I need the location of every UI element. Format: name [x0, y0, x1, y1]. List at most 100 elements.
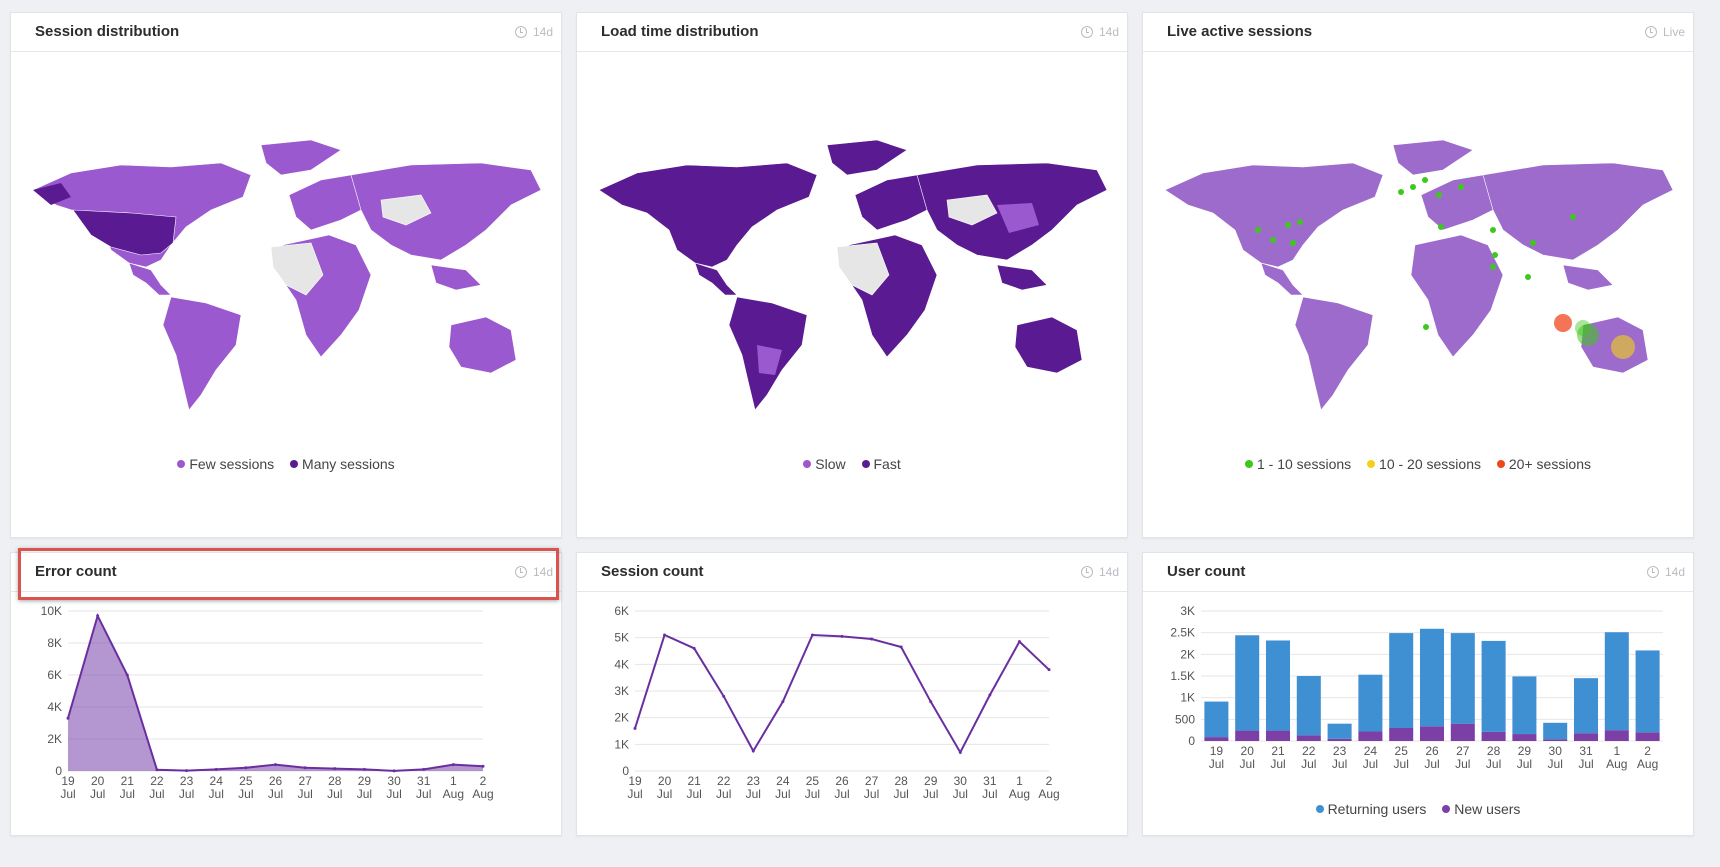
session-marker: [1438, 224, 1444, 230]
time-range-label: Live: [1662, 25, 1685, 39]
legend-label: New users: [1454, 801, 1521, 817]
data-point: [751, 749, 755, 753]
bar-new-users: [1512, 734, 1537, 741]
time-range[interactable]: 14d: [514, 553, 553, 591]
clock-icon: [1646, 566, 1659, 578]
y-tick-label: 0: [55, 764, 62, 778]
data-point: [1047, 668, 1051, 672]
x-tick-label: 25: [806, 774, 820, 788]
panel-title: User count: [1167, 563, 1246, 580]
region-north-america: [1164, 162, 1384, 268]
legend-item[interactable]: Few sessions: [177, 456, 274, 472]
time-range[interactable]: Live: [1644, 13, 1685, 51]
x-tick-label: Jul: [1424, 757, 1439, 771]
data-point: [481, 764, 485, 768]
panel-title: Error count: [35, 563, 117, 580]
bar-returning-users: [1512, 676, 1537, 735]
x-tick-label: 27: [865, 774, 879, 788]
legend-dot: [1315, 805, 1324, 813]
user-count-chart[interactable]: 05001K1.5K2K2.5K3K19Jul20Jul21Jul22Jul23…: [1143, 553, 1693, 835]
region-greenland: [260, 139, 342, 176]
x-tick-label: Jul: [238, 787, 253, 801]
data-point: [958, 750, 962, 754]
panel-title: Session distribution: [35, 23, 180, 40]
time-range[interactable]: 14d: [1646, 553, 1685, 591]
region-north-america: [598, 162, 818, 268]
y-tick-label: 0: [1188, 734, 1195, 748]
x-tick-label: Jul: [686, 787, 701, 801]
time-range[interactable]: 14d: [1080, 553, 1119, 591]
x-tick-label: Jul: [1270, 757, 1285, 771]
x-tick-label: Jul: [416, 787, 431, 801]
bar-new-users: [1204, 737, 1229, 741]
time-range[interactable]: 14d: [1080, 13, 1119, 51]
panel-title: Live active sessions: [1167, 23, 1313, 40]
x-tick-label: 29: [358, 774, 372, 788]
data-point: [663, 633, 667, 637]
x-tick-label: 24: [776, 774, 790, 788]
region-greenland: [826, 139, 908, 176]
y-tick-label: 6K: [47, 668, 62, 682]
x-tick-label: Jul: [297, 787, 312, 801]
legend-item[interactable]: Returning users: [1315, 801, 1426, 817]
x-tick-label: 2: [480, 774, 487, 788]
session-marker: [1255, 227, 1261, 233]
legend-item[interactable]: 10 - 20 sessions: [1367, 456, 1481, 472]
data-point: [929, 700, 933, 704]
region-no-data-asia: [380, 194, 432, 226]
y-tick-label: 2K: [47, 732, 62, 746]
region-central-america: [694, 262, 738, 296]
region-southeast-asia: [996, 264, 1048, 291]
world-map[interactable]: [577, 135, 1127, 435]
legend-item[interactable]: 20+ sessions: [1496, 456, 1591, 472]
x-tick-label: 23: [1333, 744, 1347, 758]
x-tick-label: Aug: [443, 787, 464, 801]
time-range[interactable]: 14d: [514, 13, 553, 51]
session-markers[interactable]: [1255, 177, 1635, 359]
x-tick-label: 23: [180, 774, 194, 788]
world-map[interactable]: [1143, 135, 1693, 435]
legend-dot: [1496, 460, 1505, 468]
x-tick-label: 28: [328, 774, 342, 788]
data-point: [214, 767, 218, 771]
bar-new-users: [1635, 732, 1660, 741]
x-tick-label: Jul: [893, 787, 908, 801]
x-tick-label: Jul: [1578, 757, 1593, 771]
bar-returning-users: [1573, 678, 1599, 734]
region-no-data-asia: [946, 194, 998, 226]
y-tick-label: 0: [622, 764, 629, 778]
data-point: [840, 634, 844, 638]
region-usa: [72, 209, 177, 256]
clock-icon: [1080, 566, 1093, 578]
legend-label: Many sessions: [302, 456, 395, 472]
y-tick-label: 10K: [41, 604, 62, 618]
x-tick-label: Aug: [1606, 757, 1627, 771]
legend-item[interactable]: 1 - 10 sessions: [1244, 456, 1351, 472]
y-tick-label: 4K: [47, 700, 62, 714]
bar-new-users: [1481, 731, 1506, 741]
legend-item[interactable]: New users: [1442, 801, 1520, 817]
time-range-label: 14d: [532, 25, 553, 39]
session-count-chart[interactable]: 01K2K3K4K5K6K19Jul20Jul21Jul22Jul23Jul24…: [577, 553, 1127, 835]
x-tick-label: 2: [1046, 774, 1053, 788]
world-map[interactable]: [11, 135, 561, 435]
session-marker: [1398, 189, 1404, 195]
legend-item[interactable]: Fast: [861, 456, 901, 472]
session-distribution-panel: Session distribution 14d Few sessions Ma…: [10, 12, 562, 538]
y-tick-label: 2K: [1180, 647, 1195, 661]
user-count-panel: User count 14d 0 500 1K 1.5K 2K 2.5K 3K 19 Jul 20…: [1142, 552, 1694, 836]
area-fill: [68, 615, 483, 771]
panel-header: User count 14d: [1143, 553, 1693, 592]
data-point: [274, 763, 277, 767]
session-marker: [1290, 240, 1296, 246]
x-tick-label: 28: [1487, 744, 1501, 758]
legend-item[interactable]: Many sessions: [290, 456, 395, 472]
region-south-america: [162, 296, 242, 411]
session-marker-large: [1575, 320, 1591, 336]
legend-item[interactable]: Slow: [803, 456, 846, 472]
data-point: [185, 769, 189, 773]
error-count-chart[interactable]: 02K4K6K8K10K19Jul20Jul21Jul22Jul23Jul24J…: [11, 553, 561, 835]
time-range-label: 14d: [532, 565, 553, 579]
bar-new-users: [1358, 731, 1383, 741]
legend-label: Slow: [815, 456, 846, 472]
